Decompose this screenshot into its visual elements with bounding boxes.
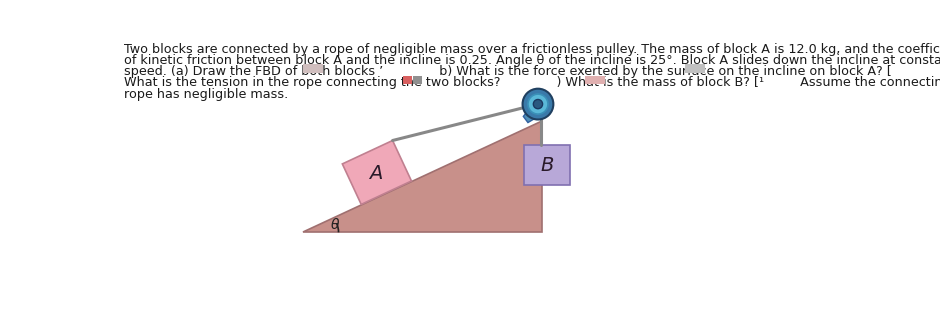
FancyBboxPatch shape bbox=[585, 76, 605, 84]
FancyBboxPatch shape bbox=[403, 76, 412, 84]
Text: rope has negligible mass.: rope has negligible mass. bbox=[124, 88, 289, 101]
Polygon shape bbox=[342, 140, 412, 205]
Circle shape bbox=[523, 89, 554, 120]
FancyBboxPatch shape bbox=[685, 64, 705, 73]
Circle shape bbox=[533, 100, 542, 109]
Text: B: B bbox=[540, 156, 554, 175]
Text: of kinetic friction between block A and the incline is 0.25. Angle θ of the incl: of kinetic friction between block A and … bbox=[124, 54, 940, 67]
Circle shape bbox=[528, 94, 548, 114]
Polygon shape bbox=[303, 121, 541, 232]
Polygon shape bbox=[524, 100, 543, 123]
Text: Two blocks are connected by a rope of negligible mass over a frictionless pulley: Two blocks are connected by a rope of ne… bbox=[124, 43, 940, 56]
Text: A: A bbox=[368, 164, 382, 184]
FancyBboxPatch shape bbox=[303, 64, 323, 73]
Text: speed. (a) Draw the FBD of both blocks ’              b) What is the force exert: speed. (a) Draw the FBD of both blocks ’… bbox=[124, 65, 940, 78]
FancyBboxPatch shape bbox=[414, 76, 422, 84]
Text: What is the tension in the rope connecting the two blocks?              ) What i: What is the tension in the rope connecti… bbox=[124, 76, 940, 89]
Text: θ: θ bbox=[331, 218, 339, 232]
FancyBboxPatch shape bbox=[525, 145, 571, 185]
